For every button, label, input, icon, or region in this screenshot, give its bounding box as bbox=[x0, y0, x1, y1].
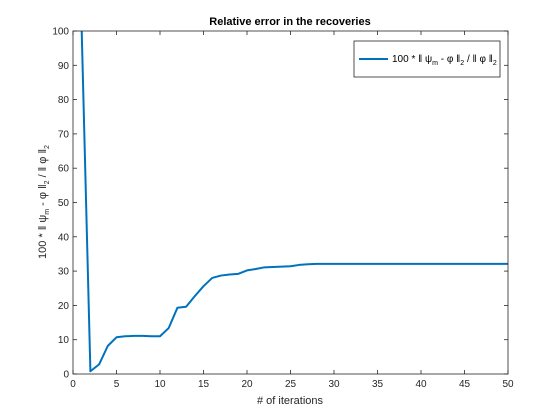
series-line bbox=[80, 30, 508, 373]
x-tick-label: 45 bbox=[459, 379, 471, 390]
y-tick-label: 20 bbox=[58, 301, 70, 312]
x-tick-label: 20 bbox=[241, 379, 253, 390]
y-axis: 0 10 20 30 40 50 60 70 80 90 100 bbox=[52, 27, 508, 381]
y-tick-label: 90 bbox=[58, 61, 70, 72]
y-tick-label: 30 bbox=[58, 267, 70, 278]
y-tick-label: 40 bbox=[58, 232, 70, 243]
x-tick-label: 5 bbox=[114, 379, 120, 390]
y-tick-label: 50 bbox=[58, 198, 70, 209]
y-tick-label: 80 bbox=[58, 95, 70, 106]
x-tick-label: 10 bbox=[154, 379, 166, 390]
legend-label: 100 * ‖ ψm - φ ‖2 / ‖ φ ‖2 bbox=[392, 54, 497, 67]
x-tick-label: 30 bbox=[328, 379, 340, 390]
x-tick-label: 50 bbox=[502, 379, 514, 390]
chart-title: Relative error in the recoveries bbox=[209, 16, 370, 28]
y-tick-label: 10 bbox=[58, 335, 70, 346]
x-tick-label: 35 bbox=[372, 379, 384, 390]
legend: 100 * ‖ ψm - φ ‖2 / ‖ φ ‖2 bbox=[353, 40, 501, 78]
y-tick-label: 0 bbox=[63, 370, 69, 381]
x-axis-label: # of iterations bbox=[257, 395, 324, 407]
y-tick-label: 100 bbox=[52, 27, 69, 38]
y-axis-label: 100 * ‖ ψm - φ ‖2 / ‖ φ ‖2 bbox=[37, 145, 51, 259]
x-tick-label: 15 bbox=[198, 379, 210, 390]
plot-area bbox=[73, 31, 508, 374]
x-tick-label: 25 bbox=[285, 379, 297, 390]
y-tick-label: 60 bbox=[58, 164, 70, 175]
y-tick-label: 70 bbox=[58, 129, 70, 140]
x-tick-label: 0 bbox=[70, 379, 76, 390]
x-axis: 0 5 10 15 20 25 30 35 40 45 50 bbox=[70, 31, 514, 390]
x-tick-label: 40 bbox=[415, 379, 427, 390]
series-layer bbox=[80, 30, 509, 373]
